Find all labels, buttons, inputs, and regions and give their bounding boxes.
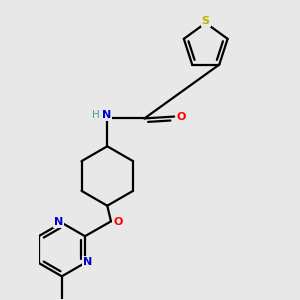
Text: N: N bbox=[83, 257, 93, 267]
Text: N: N bbox=[102, 110, 112, 120]
Text: N: N bbox=[54, 217, 64, 227]
Text: O: O bbox=[114, 217, 123, 227]
Text: S: S bbox=[202, 16, 210, 26]
Text: H: H bbox=[92, 110, 99, 120]
Text: O: O bbox=[177, 112, 186, 122]
